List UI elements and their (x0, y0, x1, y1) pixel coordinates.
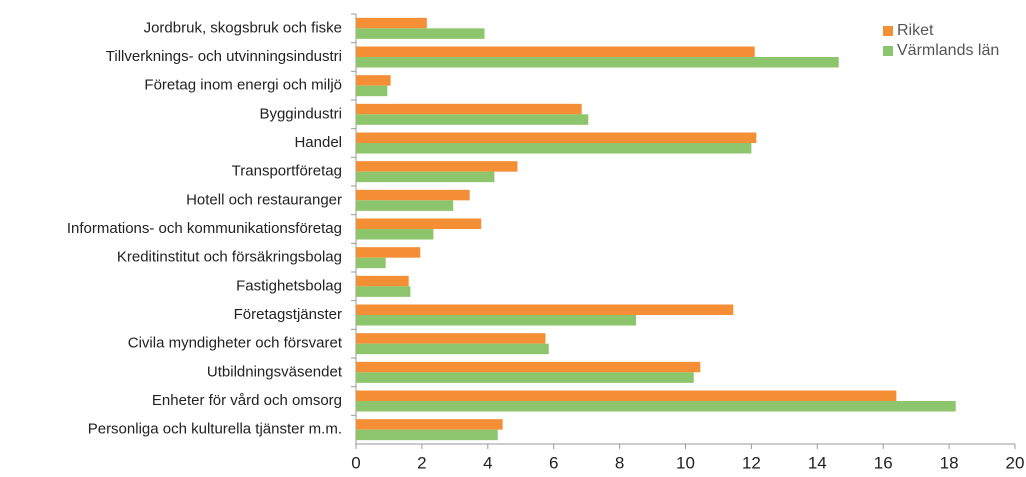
y-tick-label: Jordbruk, skogsbruk och fiske (144, 19, 342, 36)
bar (356, 46, 755, 57)
bar (356, 17, 427, 29)
bar (356, 75, 391, 86)
x-tick-label: 10 (676, 453, 695, 472)
x-tick-label: 0 (351, 453, 360, 472)
y-tick-label: Utbildningsväsendet (207, 363, 343, 380)
y-tick-label: Fastighetsbolag (236, 277, 342, 294)
y-tick-label: Informations- och kommunikationsföretag (67, 220, 342, 237)
bar (356, 419, 503, 430)
bar (356, 57, 839, 68)
bar (356, 132, 757, 143)
y-tick-label: Transportföretag (232, 163, 342, 180)
bar (356, 247, 421, 258)
legend-swatch (883, 46, 893, 56)
bar (356, 114, 589, 125)
bar (356, 333, 546, 344)
x-tick-label: 14 (808, 453, 827, 472)
bar (356, 429, 498, 441)
y-tick-label: Enheter för vård och omsorg (152, 392, 342, 409)
y-tick-label: Byggindustri (259, 105, 342, 122)
bar (356, 304, 734, 315)
bar (356, 28, 485, 39)
y-tick-label: Personliga och kulturella tjänster m.m. (88, 421, 342, 438)
bar (356, 372, 694, 383)
bar (356, 257, 386, 269)
bar (356, 229, 434, 240)
y-tick-label: Handel (294, 134, 342, 151)
x-tick-label: 4 (483, 453, 492, 472)
bar (356, 161, 518, 172)
y-tick-label: Hotell och restauranger (186, 191, 342, 208)
bar (356, 103, 582, 115)
bar (356, 286, 411, 297)
x-tick-label: 20 (1006, 453, 1025, 472)
bar (356, 390, 897, 401)
y-tick-label: Kreditinstitut och försäkringsbolag (117, 249, 342, 266)
bar (356, 171, 495, 183)
bar (356, 218, 482, 229)
bar (356, 200, 454, 211)
x-tick-label: 2 (417, 453, 426, 472)
bar (356, 361, 701, 373)
legend-label: Riket (897, 22, 934, 39)
x-tick-label: 12 (742, 453, 761, 472)
legend-swatch (883, 26, 893, 36)
y-tick-label: Civila myndigheter och försvaret (128, 335, 343, 352)
bar (356, 189, 470, 201)
bar (356, 401, 956, 412)
legend-label: Värmlands län (897, 42, 999, 59)
y-tick-label: Företag inom energi och miljö (144, 77, 342, 94)
x-tick-label: 18 (940, 453, 959, 472)
bar (356, 275, 409, 287)
bar (356, 143, 752, 154)
bar (356, 343, 549, 355)
x-tick-label: 6 (549, 453, 558, 472)
y-tick-label: Företagstjänster (234, 306, 342, 323)
y-tick-label: Tillverknings- och utvinningsindustri (106, 48, 342, 65)
bar (356, 85, 388, 97)
bar (356, 315, 637, 326)
x-tick-label: 8 (615, 453, 624, 472)
x-tick-label: 16 (874, 453, 893, 472)
